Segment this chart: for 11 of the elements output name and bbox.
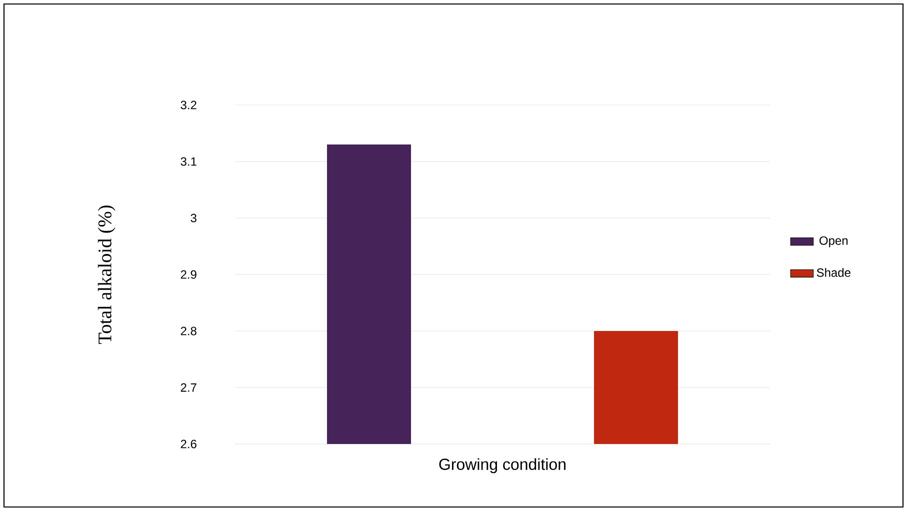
y-tick-label: 3 — [190, 214, 196, 222]
y-axis-title: Total alkaloid (%) — [98, 206, 116, 344]
y-tick-label: 3.2 — [180, 100, 196, 110]
legend-label: Open — [820, 236, 848, 248]
legend-label: Shade — [816, 268, 850, 277]
x-axis-title: Growing condition — [439, 458, 566, 474]
y-tick-label: 3.1 — [180, 157, 196, 166]
y-tick-label: 2.6 — [180, 440, 196, 448]
y-tick-label: 2.8 — [180, 326, 196, 336]
y-tick-label: 2.9 — [180, 270, 196, 279]
y-tick-label: 2.7 — [180, 383, 196, 392]
